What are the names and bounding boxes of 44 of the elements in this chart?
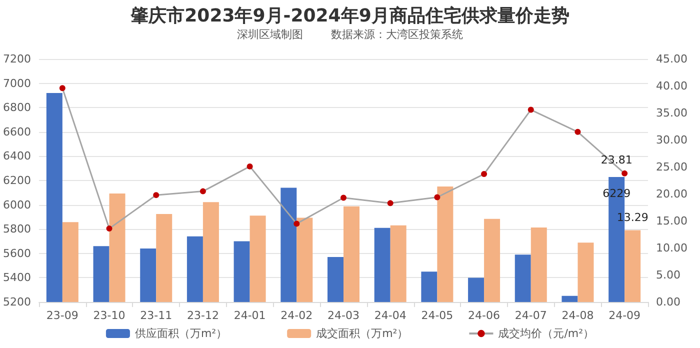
y-tick-label: 6400: [2, 150, 31, 163]
x-tick-label: 24-01: [234, 309, 266, 322]
bar: [437, 186, 454, 302]
x-tick-label: 23-09: [46, 309, 78, 322]
data-label: 23.81: [600, 153, 632, 166]
y-tick-label: 7000: [2, 76, 31, 90]
x-tick-label: 23-12: [186, 309, 219, 322]
x-tick-label: 23-10: [93, 309, 126, 322]
bar: [578, 242, 594, 302]
y-tick-label: 5200: [2, 296, 31, 308]
y-tick-label: 6600: [2, 125, 31, 138]
y2-tick-label: 35.00: [656, 106, 688, 120]
y2-tick-label: 20.00: [656, 188, 688, 200]
x-tick-label: 23-11: [140, 309, 172, 322]
y2-tick-label: 45.00: [656, 52, 688, 66]
y-tick-label: 6800: [2, 101, 31, 114]
legend-label: 供应面积（万m²）: [134, 327, 228, 340]
x-tick-label: 24-09: [608, 309, 641, 322]
y-tick-label: 6200: [2, 174, 31, 187]
y2-tick-label: 15.00: [656, 214, 688, 228]
y2-tick-label: 5.00: [656, 268, 680, 282]
legend-label: 成交面积（万m²）: [316, 327, 408, 340]
y-tick-label: 5400: [2, 271, 31, 284]
bar: [343, 206, 360, 302]
bar: [484, 218, 500, 302]
y-tick-label: 6000: [2, 198, 31, 212]
x-tick-label: 24-04: [374, 309, 406, 322]
x-tick-label: 24-02: [280, 309, 313, 322]
chart-title: 肇庆市2023年9月-2024年9月商品住宅供求量价走势: [130, 6, 570, 26]
y-tick-label: 5600: [2, 246, 31, 260]
legend-label: 成交均价（元/m²）: [498, 327, 594, 340]
y-tick-label: 7200: [2, 52, 31, 66]
x-tick-label: 24-08: [562, 309, 594, 322]
x-tick-label: 24-05: [421, 309, 454, 322]
y2-tick-label: 10.00: [656, 242, 688, 254]
y-tick-label: 5800: [2, 222, 31, 236]
y2-tick-label: 25.00: [656, 160, 688, 174]
y2-tick-label: 0.00: [656, 296, 680, 308]
x-tick-label: 24-06: [468, 309, 500, 322]
x-tick-label: 24-07: [514, 309, 547, 322]
y2-tick-label: 30.00: [656, 134, 688, 146]
y2-tick-label: 40.00: [656, 80, 688, 92]
chart-subtitle: 深圳区域制图 数据来源：大湾区投策系统: [237, 28, 463, 41]
x-tick-label: 24-03: [328, 309, 360, 322]
